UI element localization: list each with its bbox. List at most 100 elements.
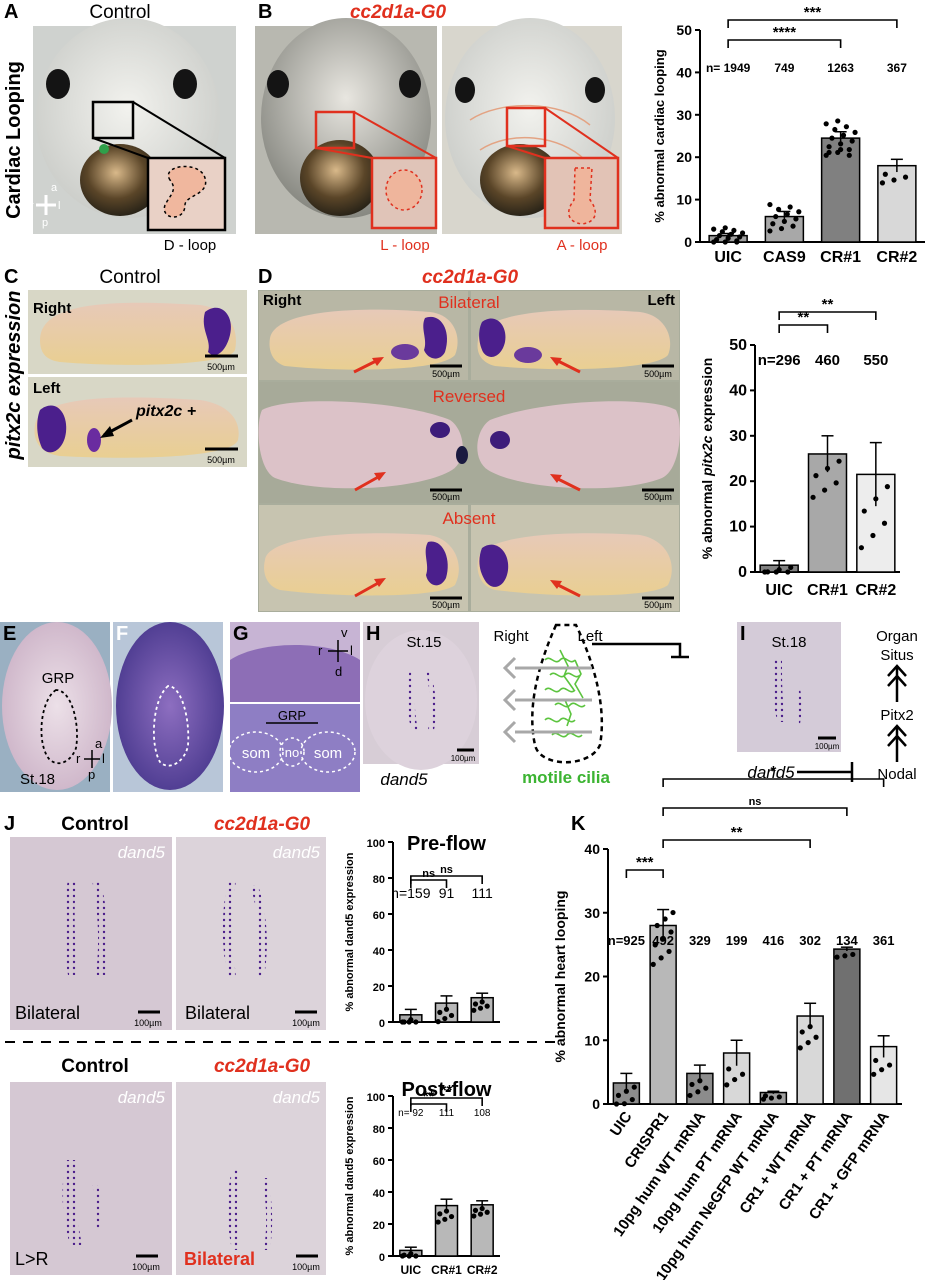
- data-point: [623, 1088, 629, 1094]
- grp-outline: [40, 689, 78, 765]
- category-label: CR#1: [820, 249, 861, 266]
- significance-bracket: [662, 778, 885, 787]
- data-point: [785, 569, 791, 575]
- heart-loop-outline: [385, 169, 423, 211]
- side-label: Right: [33, 300, 71, 317]
- dand5-stain-right: [262, 1178, 273, 1250]
- category-label: UIC: [400, 1263, 421, 1277]
- category-label: CR#1: [431, 1263, 462, 1277]
- data-point: [448, 1012, 455, 1019]
- dand5-stain-right: [92, 880, 108, 975]
- pathway: Organ Situs Pitx2 Nodal: [876, 628, 918, 783]
- significance-bracket: [625, 869, 664, 878]
- count-label: 302: [799, 933, 821, 948]
- phenotype-label: Bilateral: [438, 293, 499, 312]
- grp-outline: [531, 623, 604, 764]
- data-point: [834, 954, 840, 960]
- significance-bracket: [410, 875, 483, 884]
- red-arrow-head: [550, 580, 562, 589]
- count-label: 108: [474, 1108, 491, 1119]
- scale-label: 500µm: [207, 362, 235, 372]
- y-tick-label: 100: [367, 1092, 385, 1104]
- data-point: [477, 1005, 484, 1011]
- svg-text:r: r: [318, 643, 323, 658]
- data-point: [778, 225, 785, 232]
- svg-text:p: p: [88, 767, 95, 782]
- significance-label: ****: [773, 24, 797, 41]
- panel-h: H St.15 100µm dand5: [363, 622, 479, 789]
- scale-label: 100µm: [815, 742, 840, 751]
- eye-left: [267, 70, 289, 98]
- panel-letter: C: [4, 266, 18, 288]
- y-tick-label: 0: [379, 1252, 385, 1264]
- scale-label: 500µm: [432, 369, 460, 379]
- data-point: [799, 1029, 805, 1035]
- significance-label: **: [797, 309, 809, 326]
- significance-bracket: [727, 39, 842, 48]
- loop-label: D - loop: [164, 237, 217, 254]
- y-tick-label: 30: [729, 428, 747, 445]
- count-label: 460: [815, 352, 840, 369]
- y-tick-label: 10: [584, 1032, 600, 1048]
- y-tick-label: 40: [584, 841, 600, 857]
- dand5-stain-right: [796, 688, 802, 724]
- panel-d: D cc2d1a-G0 Right Left Bilateral 500µm 5…: [258, 266, 680, 612]
- y-tick-label: 50: [729, 337, 747, 354]
- data-point: [838, 146, 844, 153]
- count-label: 91: [439, 885, 455, 901]
- grp-label: GRP: [278, 708, 306, 723]
- data-point: [713, 236, 720, 243]
- data-point: [784, 211, 790, 217]
- data-point: [813, 1034, 819, 1040]
- category-label: CR#2: [876, 249, 917, 266]
- data-point: [413, 1253, 419, 1259]
- data-point: [732, 1076, 738, 1083]
- data-point: [484, 1209, 490, 1215]
- data-point: [739, 230, 746, 236]
- pre-mutant-image: [176, 837, 326, 1030]
- panel-letter: B: [258, 1, 272, 23]
- control-title: Control: [61, 814, 129, 835]
- data-point: [846, 146, 852, 153]
- somite-outline: [300, 731, 356, 773]
- tadpole-body: [477, 309, 671, 370]
- red-arrow: [353, 358, 379, 374]
- data-point: [737, 234, 743, 240]
- dand5-stain-left: [222, 880, 236, 978]
- somite-outline: [228, 731, 284, 773]
- category-label: CAS9: [763, 249, 806, 266]
- data-point: [852, 129, 858, 135]
- phenotype-label: Absent: [443, 509, 496, 528]
- y-axis-label: % abnormal dand5 expression: [344, 852, 356, 1011]
- data-point: [413, 1019, 419, 1025]
- data-point: [472, 1207, 479, 1213]
- grp-label: GRP: [42, 670, 75, 687]
- bar: [833, 948, 861, 1105]
- panel-letter: E: [3, 623, 16, 645]
- data-point: [787, 204, 793, 210]
- mutant-title: cc2d1a-G0: [214, 814, 311, 835]
- data-point: [652, 942, 658, 948]
- dand5-stain-right: [426, 670, 437, 730]
- right-label: Right: [493, 628, 529, 645]
- eye-left: [46, 69, 70, 99]
- significance-label: ***: [636, 854, 654, 871]
- cilia-label: motile cilia: [522, 768, 610, 787]
- embryo: [116, 622, 224, 790]
- svg-text:a: a: [51, 182, 58, 194]
- left-label: Left: [577, 628, 603, 645]
- no-label: no: [285, 745, 299, 760]
- pathway-organ: Organ: [876, 628, 918, 645]
- category-label: CR#2: [855, 582, 896, 599]
- data-point: [781, 218, 787, 224]
- bar: [877, 164, 917, 243]
- blood-vessels: [469, 104, 591, 161]
- y-axis-label: % abnormal cardiac looping: [652, 49, 667, 222]
- red-arrow: [354, 474, 381, 492]
- gene-label: dand5: [118, 843, 166, 862]
- data-point: [719, 229, 725, 235]
- red-arrow: [555, 476, 581, 492]
- data-point: [765, 569, 771, 575]
- pathway-situs: Situs: [880, 647, 913, 664]
